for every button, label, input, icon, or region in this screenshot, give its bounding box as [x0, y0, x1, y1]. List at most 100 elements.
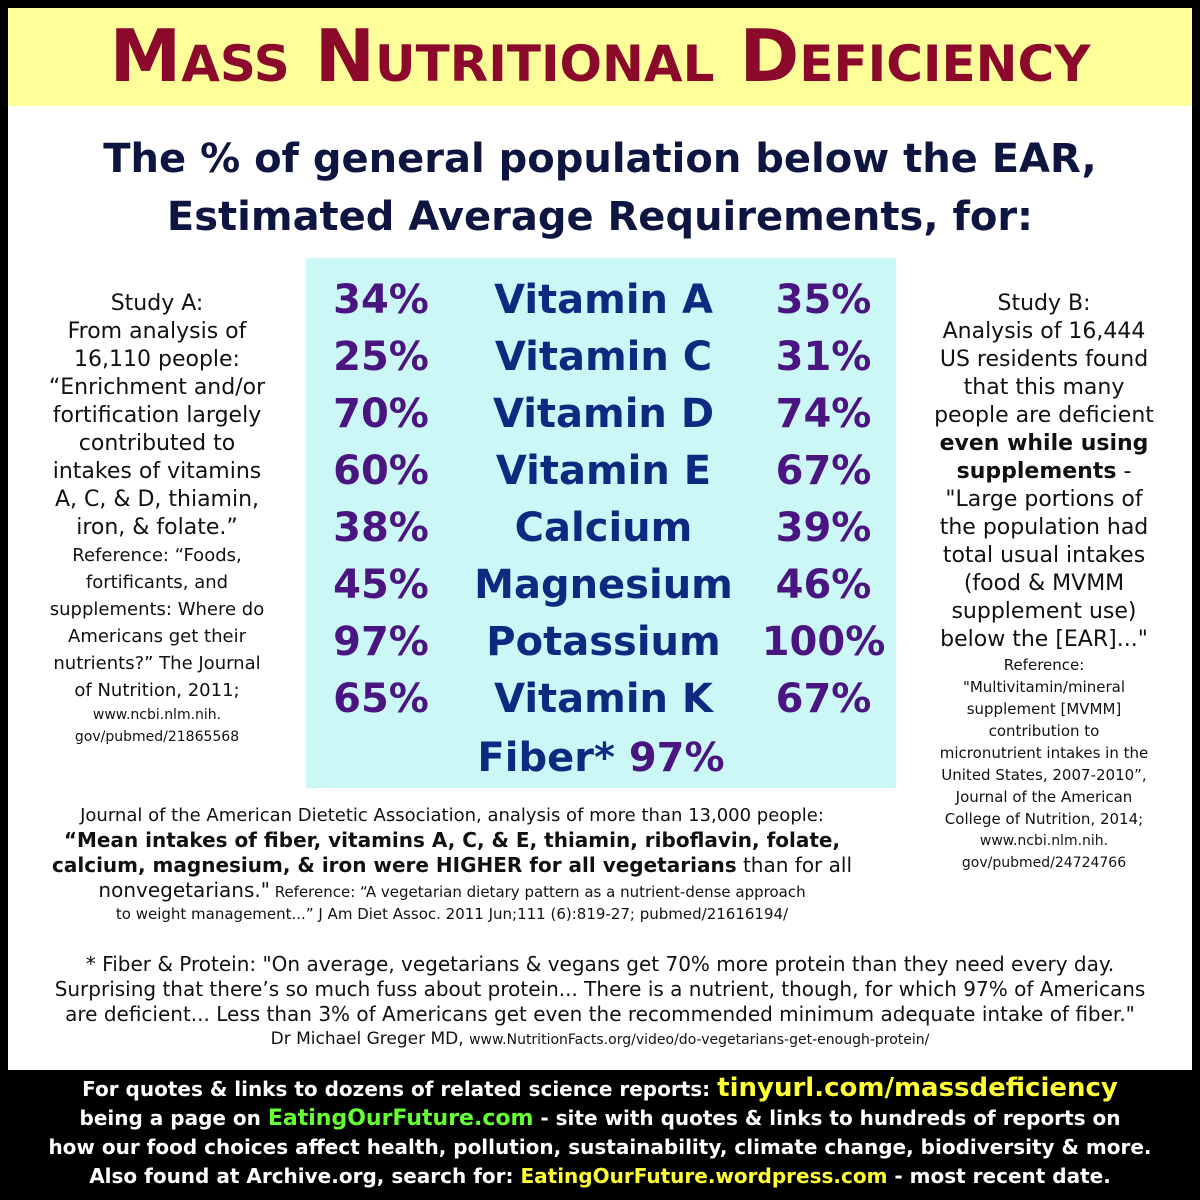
- nutrient-name: Vitamin A: [494, 277, 713, 323]
- jada-quote-normal: than for all: [736, 853, 852, 877]
- study-b-quote: the population had: [939, 515, 1149, 540]
- jada-quote-line-3: nonvegetarians." Reference: “A vegetaria…: [8, 878, 896, 903]
- study-b-percent: 67%: [775, 676, 872, 722]
- study-b-url: www.ncbi.nlm.nih.: [979, 833, 1109, 849]
- nutrient-name: Calcium: [514, 505, 693, 551]
- nutrient-name: Vitamin C: [494, 334, 713, 380]
- study-b-url: gov/pubmed/24724766: [961, 855, 1127, 871]
- study-a-line: A, C, & D, thiamin,: [54, 487, 260, 512]
- study-b-percent: 31%: [775, 334, 872, 380]
- footer-line-4: Also found at Archive.org, search for: E…: [8, 1162, 1192, 1191]
- study-a-url: www.ncbi.nlm.nih.: [92, 707, 222, 723]
- study-b-emphasis-suffix: -: [1116, 459, 1132, 484]
- footer-line-3: how our food choices affect health, poll…: [48, 1135, 1152, 1159]
- study-b-line: people are deficient: [934, 403, 1154, 428]
- study-b-percent: 74%: [775, 391, 872, 437]
- footer: For quotes & links to dozens of related …: [8, 1070, 1192, 1192]
- fiber-label: Fiber*: [477, 735, 615, 781]
- footer-line-1: For quotes & links to dozens of related …: [8, 1070, 1192, 1104]
- fiber-note-attribution: Dr Michael Greger MD, www.NutritionFacts…: [8, 1027, 1192, 1053]
- study-b-percent: 67%: [775, 448, 872, 494]
- study-a-reference: Reference: “Foods,: [72, 545, 242, 566]
- jada-intro: Journal of the American Dietetic Associa…: [80, 805, 824, 826]
- study-a-reference: of Nutrition, 2011;: [74, 680, 240, 701]
- study-b-reference: United States, 2007-2010”,: [941, 766, 1147, 784]
- study-b-percent: 46%: [775, 562, 872, 608]
- study-a-reference: nutrients?” The Journal: [53, 653, 261, 674]
- subtitle-line-2: Estimated Average Requirements, for:: [166, 194, 1034, 240]
- table-row: 60% Vitamin E 67%: [306, 443, 896, 499]
- title-banner: Mass Nutritional Deficiency: [8, 8, 1192, 106]
- study-a-panel: Study A: From analysis of 16,110 people:…: [8, 290, 306, 748]
- study-b-line: US residents found: [939, 347, 1149, 372]
- study-b-quote: below the [EAR]...": [940, 627, 1148, 652]
- study-b-heading: Study B:: [997, 291, 1091, 316]
- study-b-reference: College of Nutrition, 2014;: [944, 810, 1144, 828]
- study-a-line: contributed to: [78, 431, 236, 456]
- study-a-line: fortification largely: [52, 403, 262, 428]
- fiber-note-line: are deficient... Less than 3% of America…: [65, 1002, 1135, 1026]
- study-b-percent: 35%: [775, 277, 872, 323]
- table-row: 25% Vitamin C 31%: [306, 329, 896, 385]
- study-b-reference: "Multivitamin/mineral: [962, 678, 1126, 696]
- study-b-reference: supplement [MVMM]: [966, 700, 1122, 718]
- study-b-percent: 100%: [761, 619, 886, 665]
- jada-quote-end: nonvegetarians.": [98, 878, 270, 902]
- table-row: 65% Vitamin K 67%: [306, 671, 896, 727]
- study-b-quote: total usual intakes: [942, 543, 1146, 568]
- footer-text: Also found at Archive.org, search for:: [89, 1164, 521, 1188]
- study-a-percent: 34%: [333, 277, 429, 323]
- fiber-note-author: Dr Michael Greger MD,: [270, 1029, 470, 1049]
- fiber-note-url[interactable]: www.NutritionFacts.org/video/do-vegetari…: [469, 1032, 930, 1048]
- footer-link-eatingourfuture[interactable]: EatingOurFuture.com: [267, 1106, 534, 1131]
- footer-link-massdeficiency[interactable]: tinyurl.com/massdeficiency: [717, 1073, 1118, 1103]
- footer-text: - site with quotes & links to hundreds o…: [533, 1106, 1121, 1130]
- nutrient-name: Vitamin K: [494, 676, 713, 722]
- table-row: 70% Vitamin D 74%: [306, 386, 896, 442]
- study-a-line: intakes of vitamins: [52, 459, 262, 484]
- study-b-quote: (food & MVMM: [963, 571, 1125, 596]
- study-a-percent: 97%: [333, 619, 429, 665]
- study-b-reference: contribution to: [988, 722, 1100, 740]
- study-b-percent: 39%: [775, 505, 872, 551]
- study-a-line: iron, & folate.”: [76, 515, 238, 540]
- poster: Mass Nutritional Deficiency The % of gen…: [8, 8, 1192, 1192]
- fiber-note-line: Surprising that there’s so much fuss abo…: [54, 977, 1146, 1001]
- subtitle-line-1: The % of general population below the EA…: [103, 136, 1097, 182]
- study-b-emphasis-word: supplements: [956, 459, 1117, 484]
- study-a-line: “Enrichment and/or: [48, 375, 266, 400]
- nutrient-name: Vitamin E: [495, 448, 712, 494]
- table-row: 38% Calcium 39%: [306, 500, 896, 556]
- fiber-row: Fiber* 97%: [306, 730, 896, 786]
- study-a-url: gov/pubmed/21865568: [74, 729, 240, 745]
- jada-quote-line-2: calcium, magnesium, & iron were HIGHER f…: [8, 853, 896, 878]
- nutrient-name: Magnesium: [474, 562, 733, 608]
- study-b-quote: supplement use): [951, 599, 1137, 624]
- jada-reference-line: to weight management...” J Am Diet Assoc…: [115, 905, 789, 923]
- study-b-emphasis: even while using: [939, 431, 1149, 456]
- page-title: Mass Nutritional Deficiency: [109, 14, 1091, 98]
- jada-quote-bold: calcium, magnesium, & iron were HIGHER f…: [52, 853, 737, 877]
- study-b-panel: Study B: Analysis of 16,444 US residents…: [896, 290, 1192, 874]
- study-a-line: From analysis of: [67, 319, 247, 344]
- study-b-reference: Reference:: [1003, 656, 1085, 674]
- study-a-percent: 45%: [333, 562, 429, 608]
- jada-reference: Reference: “A vegetarian dietary pattern…: [269, 883, 806, 901]
- fiber-value: 97%: [628, 735, 725, 781]
- footer-text: - most recent date.: [887, 1164, 1111, 1188]
- fiber-protein-note: * Fiber & Protein: "On average, vegetari…: [8, 952, 1192, 1053]
- study-a-line: Study A:: [110, 291, 204, 316]
- study-a-percent: 25%: [333, 334, 429, 380]
- study-a-reference: fortificants, and: [85, 572, 229, 593]
- footer-line-2: being a page on EatingOurFuture.com - si…: [8, 1104, 1192, 1133]
- table-row: 97% Potassium 100%: [306, 614, 896, 670]
- table-row: 34% Vitamin A 35%: [306, 272, 896, 328]
- footer-link-wordpress[interactable]: EatingOurFuture.wordpress.com: [520, 1164, 888, 1188]
- study-a-reference: supplements: Where do: [49, 599, 265, 620]
- study-b-quote: "Large portions of: [945, 487, 1143, 512]
- nutrient-name: Potassium: [486, 619, 721, 665]
- study-b-reference: Journal of the American: [955, 788, 1133, 806]
- study-a-line: 16,110 people:: [74, 347, 240, 372]
- footer-text: being a page on: [79, 1106, 268, 1130]
- deficiency-table: 34% Vitamin A 35% 25% Vitamin C 31% 70% …: [306, 258, 896, 788]
